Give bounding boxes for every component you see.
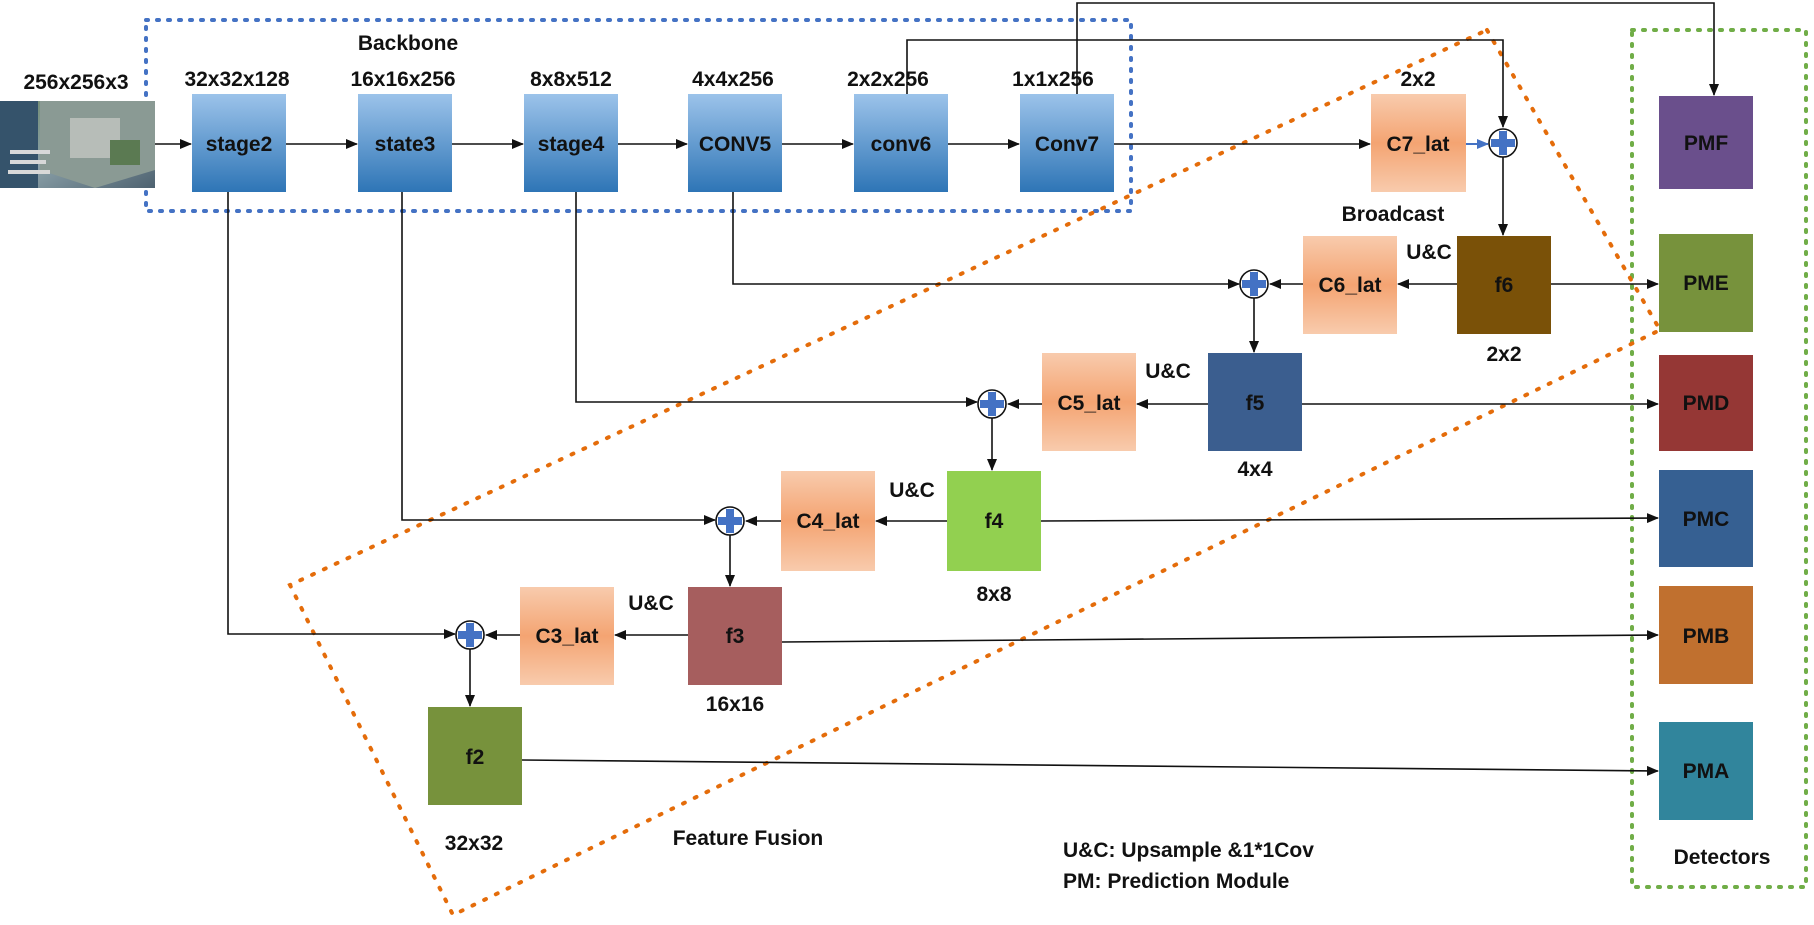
legend-pm: PM: Prediction Module: [1063, 870, 1289, 893]
c5-lat-box: C5_lat: [1042, 353, 1136, 451]
detectors-title: Detectors: [1674, 846, 1771, 869]
svg-text:f5: f5: [1246, 392, 1265, 415]
svg-text:Conv7: Conv7: [1035, 133, 1099, 156]
detector-pmc: PMC: [1659, 470, 1753, 567]
stage4-size-label: 8x8x512: [530, 68, 612, 91]
sum-node-c7: [1488, 128, 1518, 158]
svg-text:f3: f3: [726, 625, 745, 648]
arrow-state3-to-sum4: [401, 192, 716, 525]
arrow-f4-pmc: [1040, 513, 1659, 524]
f5-box: f5: [1208, 353, 1302, 451]
svg-text:PMD: PMD: [1683, 392, 1730, 415]
f6-box: f6: [1457, 236, 1551, 334]
f2-box: f2: [428, 707, 522, 805]
svg-text:f6: f6: [1495, 274, 1514, 297]
arrow-stage2-to-sum3: [227, 192, 456, 639]
c7-lat-box: C7_lat: [1371, 94, 1466, 192]
f3-size-label: 16x16: [706, 693, 764, 716]
detector-pma: PMA: [1659, 722, 1753, 820]
svg-text:conv6: conv6: [871, 133, 932, 156]
backbone-region: [144, 18, 1133, 213]
f2-size-label: 32x32: [445, 832, 503, 855]
conv5-size-label: 4x4x256: [692, 68, 774, 91]
c4-lat-box: C4_lat: [781, 471, 875, 571]
input-size-label: 256x256x3: [23, 71, 128, 94]
stage-box-conv7: Conv7: [1020, 94, 1114, 192]
conv7-size-label: 1x1x256: [1012, 68, 1094, 91]
uc-label-c3: U&C: [628, 592, 674, 615]
f4-size-label: 8x8: [976, 583, 1011, 606]
f3-box: f3: [688, 587, 782, 685]
stage-box-stage4: stage4: [524, 94, 618, 192]
f5-size-label: 4x4: [1237, 458, 1272, 481]
detector-pme: PME: [1659, 234, 1753, 332]
svg-text:PMC: PMC: [1683, 508, 1730, 531]
c6-lat-box: C6_lat: [1303, 236, 1397, 334]
arrow-f3-pmb: [781, 630, 1659, 643]
conv6-size-label: 2x2x256: [847, 68, 929, 91]
svg-text:f4: f4: [985, 510, 1004, 533]
c3-lat-box: C3_lat: [520, 587, 614, 685]
input-image: [0, 101, 155, 188]
stage2-size-label: 32x32x128: [184, 68, 289, 91]
svg-text:C4_lat: C4_lat: [796, 510, 859, 533]
c7-size-label: 2x2: [1400, 68, 1435, 91]
arrow-stage4-to-sum5: [575, 192, 978, 407]
svg-text:C5_lat: C5_lat: [1057, 392, 1120, 415]
svg-text:PMA: PMA: [1683, 760, 1730, 783]
state3-size-label: 16x16x256: [350, 68, 455, 91]
uc-label-c5: U&C: [1145, 360, 1191, 383]
detector-pmf: PMF: [1659, 96, 1753, 189]
arrow-conv5-to-sum6: [732, 192, 1240, 289]
uc-label-c6: U&C: [1406, 241, 1452, 264]
stage-box-conv5: CONV5: [688, 94, 782, 192]
svg-text:f2: f2: [466, 746, 485, 769]
detector-pmd: PMD: [1659, 355, 1753, 451]
legend-uc: U&C: Upsample &1*1Cov: [1063, 839, 1314, 862]
arrow-f2-pma: [521, 759, 1659, 776]
svg-text:stage4: stage4: [538, 133, 605, 156]
svg-text:stage2: stage2: [206, 133, 273, 156]
detector-pmb: PMB: [1659, 586, 1753, 684]
detectors-region: [1630, 28, 1808, 889]
sum-node-f5: [977, 389, 1007, 419]
feature-fusion-region: [287, 27, 1663, 918]
stage-box-conv6: conv6: [854, 94, 948, 192]
uc-label-c4: U&C: [889, 479, 935, 502]
svg-text:PMF: PMF: [1684, 132, 1729, 155]
svg-text:CONV5: CONV5: [699, 133, 772, 156]
svg-text:C3_lat: C3_lat: [535, 625, 598, 648]
f4-box: f4: [947, 471, 1041, 571]
feature-fusion-label: Feature Fusion: [673, 827, 824, 850]
sum-node-f4: [715, 506, 745, 536]
arrow-conv7-to-pmf: [1076, 2, 1719, 96]
stage-box-stage2: stage2: [192, 94, 286, 192]
svg-text:C7_lat: C7_lat: [1386, 133, 1449, 156]
svg-text:state3: state3: [375, 133, 436, 156]
sum-node-f3: [455, 620, 485, 650]
svg-text:PME: PME: [1683, 272, 1729, 295]
arrow-conv6-to-c7-sum: [906, 39, 1508, 128]
svg-text:C6_lat: C6_lat: [1318, 274, 1381, 297]
stage-box-state3: state3: [358, 94, 452, 192]
f6-size-label: 2x2: [1486, 343, 1521, 366]
broadcast-label: Broadcast: [1342, 203, 1445, 226]
backbone-title: Backbone: [358, 32, 458, 55]
sum-node-f6: [1239, 269, 1269, 299]
svg-text:PMB: PMB: [1683, 625, 1730, 648]
